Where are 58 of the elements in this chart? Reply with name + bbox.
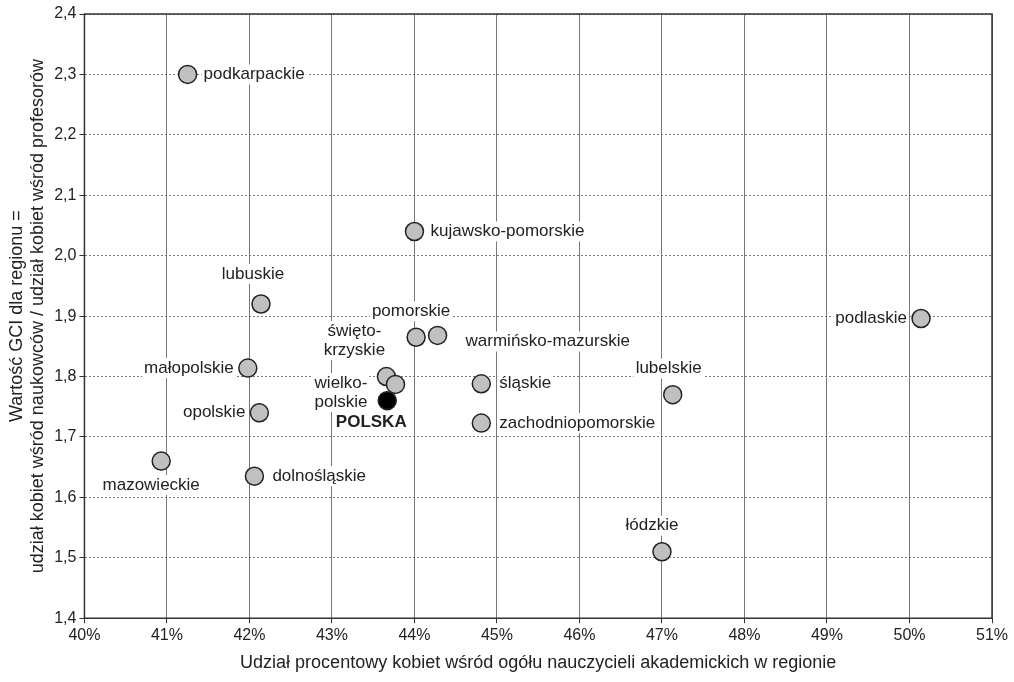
point xyxy=(251,294,271,314)
annotation: święto- krzyskie xyxy=(323,320,386,359)
annotation: pomorskie xyxy=(371,300,451,320)
point xyxy=(377,390,397,411)
annotation: śląskie xyxy=(499,373,552,393)
annotation: małopolskie xyxy=(144,357,234,377)
y-tick-label: 2,3 xyxy=(54,64,77,82)
point xyxy=(406,327,426,347)
x-tick-label: 49% xyxy=(810,626,844,644)
y-axis-title: Wartość GCI dla regionu = udział kobiet wśród naukowców / udział kobiet wśród profesorów xyxy=(5,57,48,574)
y-tick-label: 1,9 xyxy=(54,306,77,324)
x-tick-label: 43% xyxy=(315,626,348,644)
x-tick-label: 45% xyxy=(480,626,513,644)
x-tick-label: 51% xyxy=(975,626,1009,644)
annotation: lubuskie xyxy=(221,263,285,283)
x-tick-label: 46% xyxy=(563,626,596,644)
point xyxy=(177,64,198,85)
x-tick-label: 42% xyxy=(233,626,266,644)
point xyxy=(652,541,672,562)
annotation: POLSKA xyxy=(335,412,407,432)
y-tick-label: 2,2 xyxy=(54,125,77,143)
annotation: opolskie xyxy=(182,402,246,422)
annotation: łódzkie xyxy=(625,515,679,535)
y-tick-label: 1,8 xyxy=(54,366,77,384)
x-tick-label: 47% xyxy=(645,626,678,644)
point xyxy=(249,403,270,423)
point xyxy=(385,374,406,395)
annotation: podlaskie xyxy=(835,308,908,328)
point xyxy=(662,384,683,405)
annotation: zachodniopomorskie xyxy=(499,412,656,432)
annotation: warmińsko-mazurskie xyxy=(464,331,630,351)
y-tick-label: 1,7 xyxy=(54,427,77,445)
annotation: podkarpackie xyxy=(203,64,305,84)
y-tick-label: 1,6 xyxy=(54,487,77,505)
point xyxy=(911,308,931,329)
point xyxy=(404,221,425,242)
x-axis-title: Udział procentowy kobiet wśród ogółu nauczycieli akademickich w regionie xyxy=(240,652,837,673)
x-tick-label: 44% xyxy=(398,626,431,644)
y-tick-label: 2,1 xyxy=(54,185,77,203)
point xyxy=(427,325,448,346)
y-tick-label: 1,5 xyxy=(54,548,77,566)
y-tick-label: 2,0 xyxy=(54,246,77,264)
x-tick-label: 40% xyxy=(68,626,101,644)
annotation: wielko- polskie xyxy=(313,372,368,411)
point xyxy=(244,466,265,486)
x-tick-label: 50% xyxy=(893,626,926,644)
point xyxy=(471,413,492,433)
y-tick-label: 1,4 xyxy=(54,608,77,626)
point xyxy=(471,374,492,394)
point xyxy=(238,358,258,378)
annotation: mazowieckie xyxy=(102,474,200,494)
annotation: dolnośląskie xyxy=(272,465,366,485)
x-tick-label: 48% xyxy=(728,626,761,644)
annotation: lubelskie xyxy=(635,358,702,378)
point xyxy=(151,451,171,471)
annotation: kujawsko-pomorskie xyxy=(430,221,585,241)
y-tick-label: 2,4 xyxy=(54,4,77,22)
x-tick-label: 41% xyxy=(150,626,183,644)
